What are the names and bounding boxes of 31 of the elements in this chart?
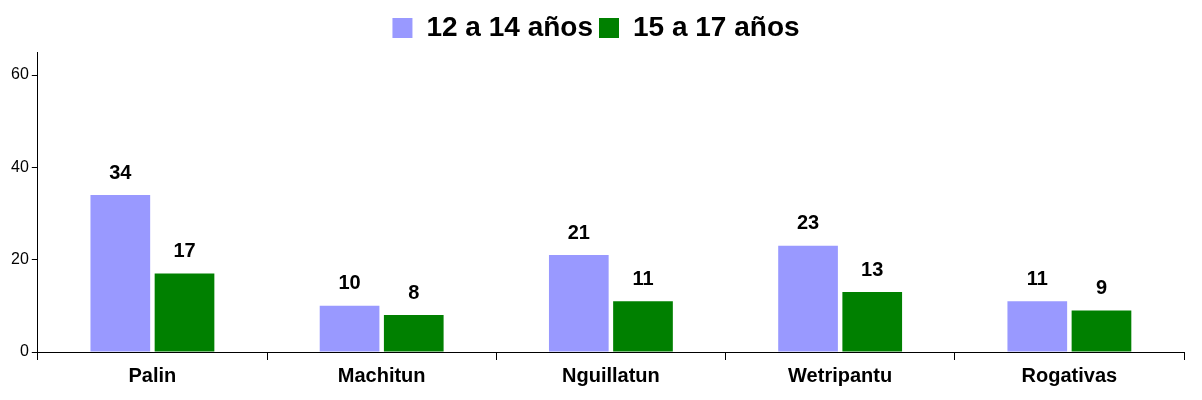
bar bbox=[1007, 301, 1068, 352]
data-label: 11 bbox=[632, 266, 654, 289]
bar bbox=[842, 292, 903, 352]
bar bbox=[613, 301, 673, 352]
data-label: 23 bbox=[796, 211, 820, 234]
legend-label: 12 a 14 años bbox=[426, 10, 594, 42]
bar bbox=[548, 255, 609, 352]
y-tick-label: 60 bbox=[11, 65, 29, 83]
legend-label: 15 a 17 años bbox=[633, 10, 800, 42]
y-tick-label: 40 bbox=[11, 157, 29, 175]
bar bbox=[1071, 310, 1132, 352]
data-label: 10 bbox=[338, 271, 361, 294]
x-tick-label: Machitun bbox=[337, 363, 426, 386]
x-tick-label: Wetripantu bbox=[788, 363, 893, 386]
bar bbox=[319, 305, 380, 352]
y-tick-label: 0 bbox=[19, 342, 29, 360]
bar bbox=[90, 195, 151, 352]
bar bbox=[154, 273, 215, 352]
x-tick-label: Rogativas bbox=[1021, 363, 1118, 386]
data-label: 9 bbox=[1095, 275, 1108, 298]
y-tick-label: 20 bbox=[11, 250, 29, 268]
x-tick-label: Palin bbox=[128, 363, 177, 386]
data-label: 8 bbox=[408, 280, 420, 303]
x-tick-label: Nguillatun bbox=[562, 363, 660, 386]
data-label: 21 bbox=[567, 220, 590, 243]
data-label: 34 bbox=[109, 160, 133, 183]
data-label: 11 bbox=[1026, 266, 1048, 289]
data-label: 17 bbox=[173, 239, 196, 262]
bar bbox=[778, 245, 838, 352]
data-label: 13 bbox=[861, 257, 884, 280]
bar bbox=[383, 315, 444, 352]
